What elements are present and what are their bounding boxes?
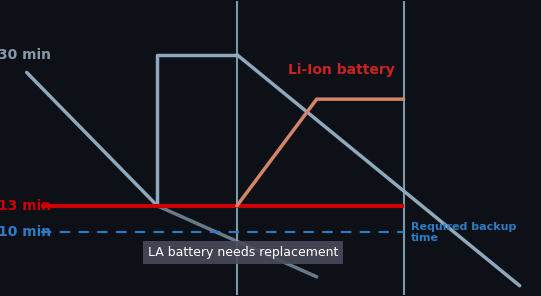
Text: 30 min: 30 min (0, 48, 51, 62)
Text: Required backup
time: Required backup time (411, 222, 516, 243)
Text: Li-Ion battery: Li-Ion battery (288, 63, 394, 77)
Text: 10 min: 10 min (0, 226, 51, 239)
Text: 13 min: 13 min (0, 199, 51, 213)
Text: LA battery needs replacement: LA battery needs replacement (148, 246, 338, 259)
